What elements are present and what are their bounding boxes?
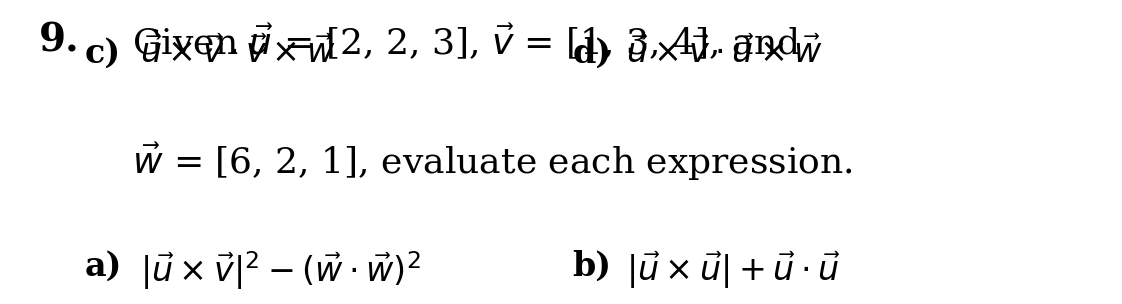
Text: c): c) xyxy=(84,36,120,70)
Text: d): d) xyxy=(572,36,611,70)
Text: $|\vec{u} \times \vec{v}|^2 - (\vec{w} \cdot \vec{w})^2$: $|\vec{u} \times \vec{v}|^2 - (\vec{w} \… xyxy=(140,249,421,292)
Text: $\vec{u} \times \vec{v} \cdot \vec{u} \times \vec{w}$: $\vec{u} \times \vec{v} \cdot \vec{u} \t… xyxy=(626,36,824,70)
Text: $\vec{u} \times \vec{v} \cdot \vec{v} \times \vec{w}$: $\vec{u} \times \vec{v} \cdot \vec{v} \t… xyxy=(140,36,335,70)
Text: $\vec{w}$ = [6, 2, 1], evaluate each expression.: $\vec{w}$ = [6, 2, 1], evaluate each exp… xyxy=(132,140,854,183)
Text: b): b) xyxy=(572,249,611,282)
Text: $|\vec{u} \times \vec{u}| + \vec{u} \cdot \vec{u}$: $|\vec{u} \times \vec{u}| + \vec{u} \cdo… xyxy=(626,249,840,291)
Text: 9.: 9. xyxy=(39,21,80,59)
Text: a): a) xyxy=(84,249,121,282)
Text: Given $\vec{u}$ = [2, 2, 3], $\vec{v}$ = [1, 3, 4], and: Given $\vec{u}$ = [2, 2, 3], $\vec{v}$ =… xyxy=(132,21,801,62)
